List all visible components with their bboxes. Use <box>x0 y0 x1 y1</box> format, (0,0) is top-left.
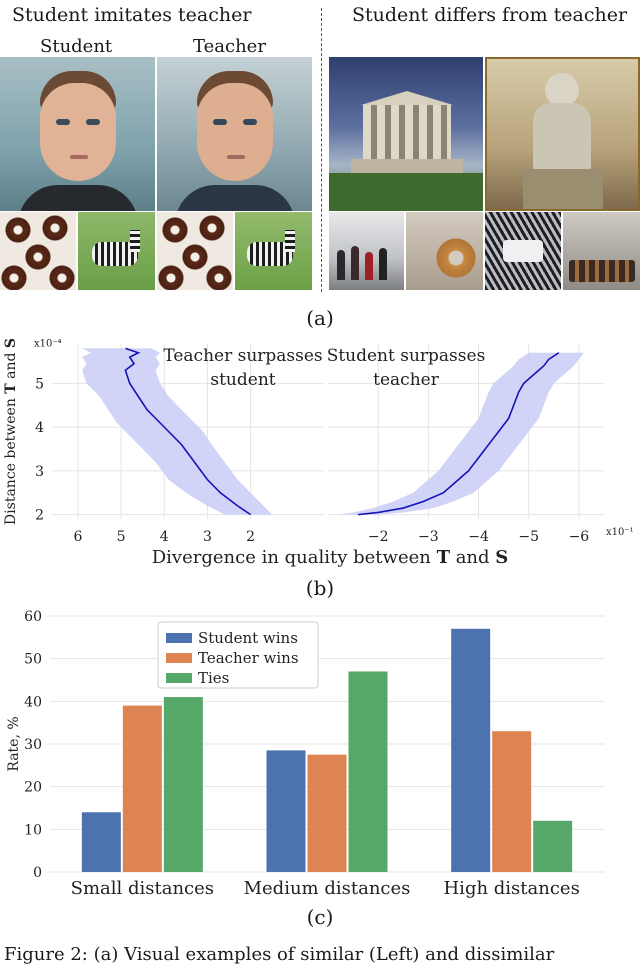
student-crowd-image <box>329 212 404 290</box>
right-xtick-label: −2 <box>368 529 389 545</box>
bar-teacher-wins <box>492 731 532 872</box>
legend-swatch-student-wins <box>166 633 192 643</box>
left-title: Student imitates teacher <box>12 4 252 26</box>
right-series-line <box>358 352 560 516</box>
legend-swatch-ties <box>166 673 192 683</box>
legend-label-teacher-wins: Teacher wins <box>198 649 299 667</box>
legend-swatch-teacher-wins <box>166 653 192 663</box>
x-scale-label: x10⁻¹ <box>606 527 634 538</box>
y-tick-label: 20 <box>24 780 42 796</box>
x-tick-label: High distances <box>443 878 579 899</box>
left-annotation-line2: student <box>210 370 275 390</box>
x-axis-label: Divergence in quality between T and S <box>152 547 509 568</box>
bar-student-wins <box>81 812 121 872</box>
teacher-donuts-image <box>157 212 233 290</box>
teacher-tray-image <box>563 212 640 290</box>
student-zebras-image <box>78 212 155 290</box>
figure-caption-fragment: Figure 2: (a) Visual examples of similar… <box>4 944 555 965</box>
legend-label-ties: Ties <box>198 669 229 687</box>
teacher-keys-image <box>485 212 561 290</box>
teacher-portrait-image <box>157 57 312 211</box>
y-scale-label: x10⁻⁴ <box>34 338 62 349</box>
panel-a-caption: (a) <box>306 306 334 330</box>
teacher-label: Teacher <box>193 36 266 57</box>
bar-ties <box>533 820 573 872</box>
panel-b-caption: (b) <box>305 576 335 600</box>
bar-student-wins <box>451 628 491 872</box>
bar-teacher-wins <box>122 705 162 872</box>
student-portrait-image <box>0 57 155 211</box>
bar-student-wins <box>266 750 306 872</box>
y-tick-label: 10 <box>24 822 42 838</box>
left-xtick-label: 2 <box>246 529 255 545</box>
left-xtick-label: 3 <box>203 529 212 545</box>
right-annotation-line1: Student surpasses <box>327 346 486 366</box>
y-axis-label: Distance between T and S <box>3 338 19 525</box>
right-xtick-label: −3 <box>418 529 439 545</box>
y-tick-label: 3 <box>35 464 44 480</box>
y-tick-label: 0 <box>33 865 42 881</box>
left-confidence-band <box>82 348 273 515</box>
student-donut-photo-image <box>406 212 483 290</box>
y-tick-label: 2 <box>35 508 44 524</box>
right-title: Student differs from teacher <box>352 4 628 26</box>
right-annotation-line2: teacher <box>373 370 440 390</box>
legend-label-student-wins: Student wins <box>198 629 298 647</box>
y-tick-label: 60 <box>24 609 42 625</box>
y-tick-label: 5 <box>35 376 44 392</box>
left-series-line <box>124 347 252 516</box>
y-tick-label: 50 <box>24 652 42 668</box>
right-xtick-label: −5 <box>518 529 539 545</box>
right-xtick-label: −6 <box>569 529 590 545</box>
teacher-zebras-image <box>235 212 312 290</box>
teacher-statue-image <box>485 57 640 211</box>
x-tick-label: Small distances <box>71 878 214 899</box>
x-tick-label: Medium distances <box>244 878 411 899</box>
left-xtick-label: 4 <box>160 529 169 545</box>
student-donuts-image <box>0 212 76 290</box>
y-tick-label: 40 <box>24 694 42 710</box>
left-xtick-label: 5 <box>117 529 126 545</box>
y-axis-label: Rate, % <box>6 716 22 771</box>
student-label: Student <box>40 36 113 57</box>
right-xtick-label: −4 <box>468 529 489 545</box>
legend-box <box>157 621 319 689</box>
bar-teacher-wins <box>307 754 347 872</box>
left-annotation-line1: Teacher surpasses <box>163 346 322 366</box>
panel-c-caption: (c) <box>306 905 334 929</box>
y-tick-label: 30 <box>24 737 42 753</box>
panel-c-chart: 0 10 20 30 40 50 60 Rate, % Small distances Mediu… <box>6 609 604 899</box>
student-temple-image <box>329 57 483 211</box>
bar-ties <box>163 697 203 872</box>
bar-ties <box>348 671 388 872</box>
panel-a-separator <box>321 8 322 292</box>
y-tick-label: 4 <box>35 420 44 436</box>
panel-b-chart: 6 5 4 3 2 Teacher surpasses student −2 −3 −4 −5 −6 S… <box>3 338 634 568</box>
right-confidence-band <box>338 352 584 515</box>
left-xtick-label: 6 <box>73 529 82 545</box>
